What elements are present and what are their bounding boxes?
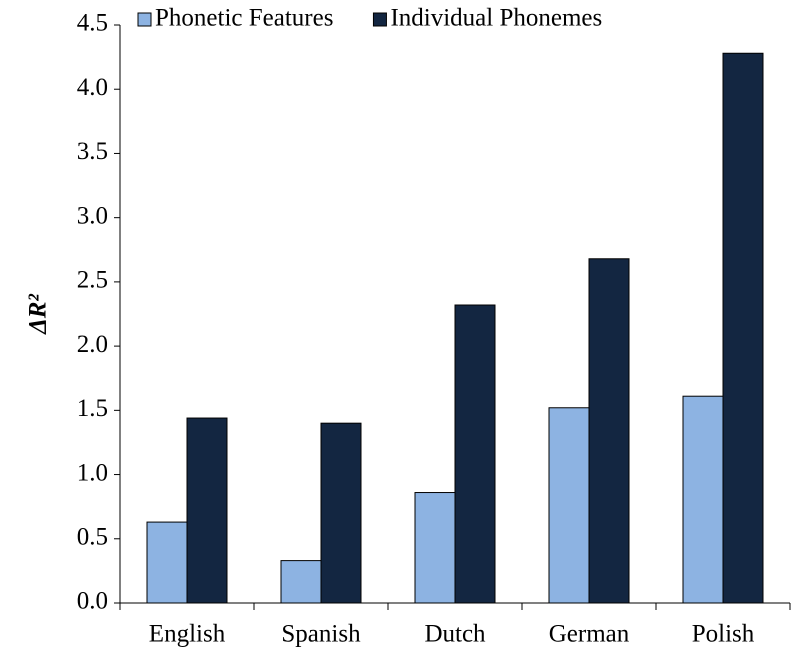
legend-swatch: [137, 12, 152, 27]
y-tick-label: 4.0: [77, 74, 108, 101]
bar: [280, 560, 322, 604]
bar: [722, 52, 764, 604]
x-tick-label: Dutch: [424, 621, 486, 648]
y-tick-label: 1.5: [77, 395, 108, 422]
bar: [320, 422, 362, 604]
y-tick-label: 0.5: [77, 524, 108, 551]
bar: [414, 492, 456, 604]
y-tick-label: 0.0: [77, 588, 108, 615]
x-tick-label: Polish: [692, 621, 755, 648]
bar: [146, 521, 188, 604]
bar: [548, 407, 590, 604]
x-tick-label: Spanish: [281, 621, 361, 648]
y-tick-label: 4.5: [77, 10, 108, 37]
legend-swatch: [372, 12, 387, 27]
y-tick-label: 2.0: [77, 331, 108, 358]
bar: [588, 258, 630, 604]
y-tick-label: 3.0: [77, 202, 108, 229]
x-tick-label: German: [549, 621, 630, 648]
legend-label: Phonetic Features: [155, 5, 333, 32]
legend-label: Individual Phonemes: [390, 5, 602, 32]
bar: [454, 304, 496, 604]
y-tick-label: 2.5: [77, 267, 108, 294]
y-tick-label: 3.5: [77, 138, 108, 165]
y-tick-label: 1.0: [77, 459, 108, 486]
y-axis-label: ΔR²: [25, 294, 52, 335]
bar: [682, 395, 724, 604]
bar: [186, 417, 228, 604]
x-tick-label: English: [149, 621, 226, 648]
